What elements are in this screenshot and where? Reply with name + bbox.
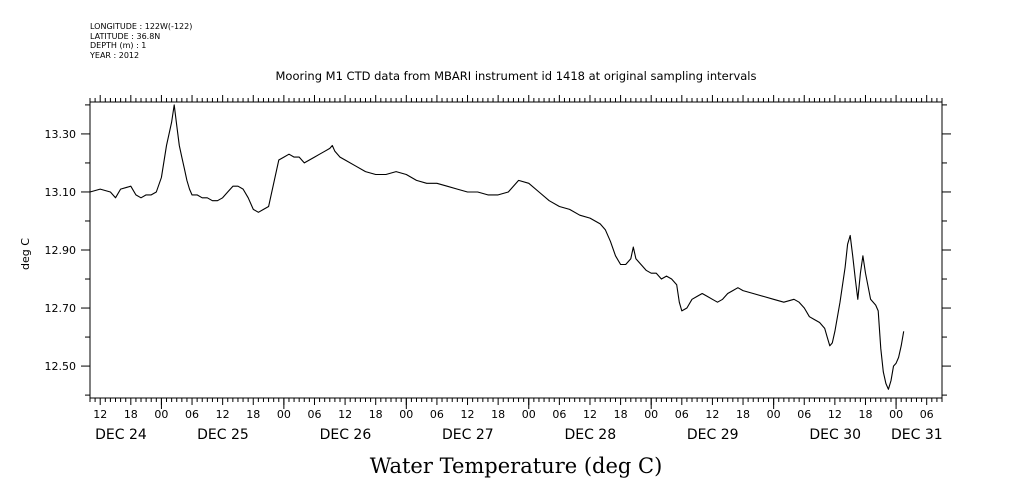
x-tick-label: 06 (552, 408, 566, 421)
x-tick-label: 00 (154, 408, 168, 421)
chart-title: Mooring M1 CTD data from MBARI instrumen… (275, 69, 757, 83)
x-day-label: DEC 26 (320, 427, 372, 443)
x-axis-title: Water Temperature (deg C) (369, 454, 663, 478)
x-tick-label: 00 (889, 408, 903, 421)
x-tick-label: 12 (461, 408, 475, 421)
meta-year: YEAR : 2012 (90, 50, 140, 60)
x-tick-label: 12 (216, 408, 230, 421)
x-day-label: DEC 27 (442, 427, 494, 443)
plot-frame (89, 101, 943, 399)
x-tick-label: 06 (307, 408, 321, 421)
x-tick-label: 06 (920, 408, 934, 421)
x-tick-label: 06 (430, 408, 444, 421)
x-tick-label: 18 (491, 408, 505, 421)
x-tick-label: 00 (644, 408, 658, 421)
y-tick-label: 12.70 (45, 302, 77, 315)
y-tick-label: 13.30 (45, 128, 77, 141)
metadata-block: LONGITUDE : 122W(-122) LATITUDE : 36.8N … (90, 22, 192, 60)
x-day-label: DEC 24 (95, 427, 147, 443)
x-tick-label: 06 (185, 408, 199, 421)
x-tick-label: 18 (124, 408, 138, 421)
series-line (89, 104, 905, 390)
x-tick-label: 00 (399, 408, 413, 421)
x-tick-label: 06 (675, 408, 689, 421)
x-tick-label: 18 (246, 408, 260, 421)
y-tick-label: 13.10 (45, 186, 77, 199)
x-tick-label: 00 (522, 408, 536, 421)
x-day-label: DEC 30 (809, 427, 861, 443)
x-tick-label: 12 (583, 408, 597, 421)
x-tick-label: 18 (369, 408, 383, 421)
x-tick-label: 18 (858, 408, 872, 421)
meta-latitude: LATITUDE : 36.8N (90, 31, 161, 41)
meta-depth: DEPTH (m) : 1 (90, 41, 147, 50)
x-tick-label: 18 (736, 408, 750, 421)
y-tick-label: 12.90 (45, 244, 77, 257)
y-tick-label: 12.50 (45, 360, 77, 373)
x-tick-label: 12 (93, 408, 107, 421)
x-tick-label: 06 (797, 408, 811, 421)
x-tick-label: 12 (338, 408, 352, 421)
x-tick-label: 12 (705, 408, 719, 421)
x-day-label: DEC 25 (197, 427, 249, 443)
meta-longitude: LONGITUDE : 122W(-122) (90, 22, 193, 31)
x-tick-label: 00 (277, 408, 291, 421)
x-day-label: DEC 28 (564, 427, 616, 443)
x-tick-label: 18 (614, 408, 628, 421)
x-day-label: DEC 31 (891, 427, 943, 443)
x-day-label: DEC 29 (687, 427, 739, 443)
x-tick-label: 12 (828, 408, 842, 421)
x-tick-label: 00 (767, 408, 781, 421)
